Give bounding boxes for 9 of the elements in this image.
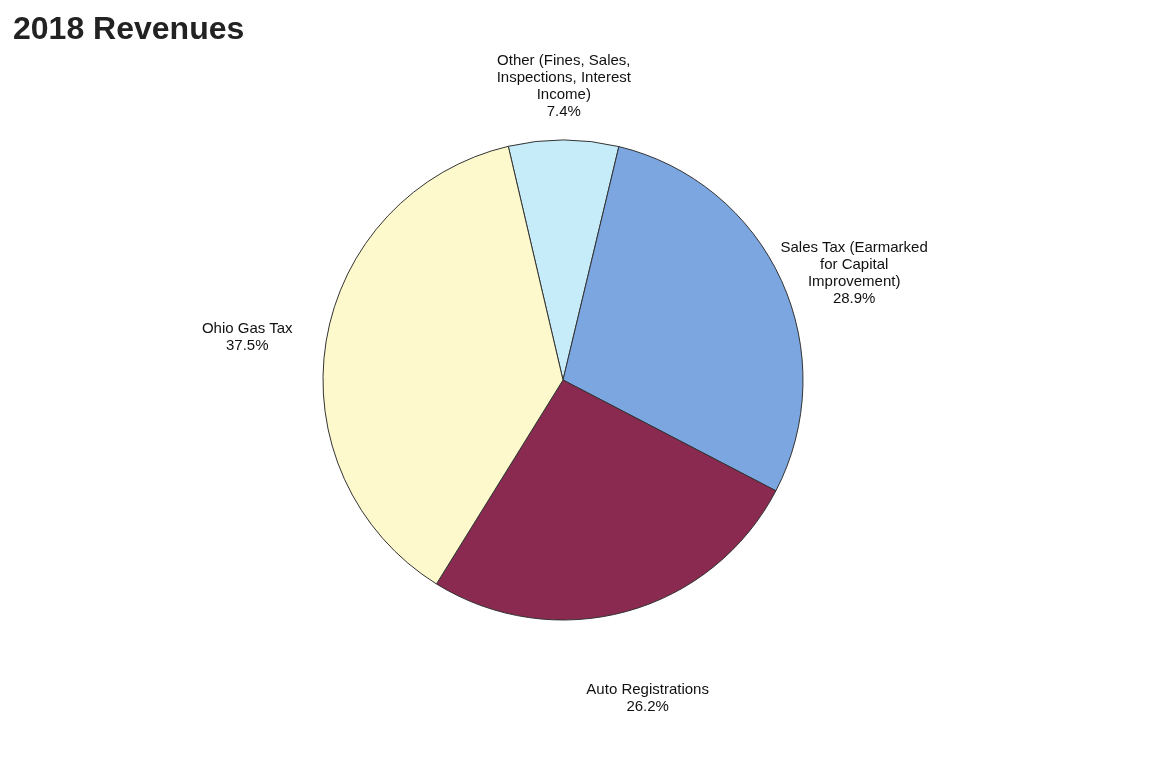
data-label: 26.2% <box>626 696 669 714</box>
data-label: 7.4% <box>546 102 581 119</box>
slice-label: Ohio Gas Tax <box>201 319 294 337</box>
chart-title: 2018 Revenues <box>13 10 245 46</box>
data-label: 37.5% <box>225 336 269 354</box>
slice-label: Auto Registrations <box>586 679 709 697</box>
slice-label: Other (Fines, Sales, Inspections, Interest Income) <box>496 51 632 102</box>
slice-label: Sales Tax (Earmarked for Capital Improvement) <box>780 238 928 290</box>
data-label: 28.9% <box>832 289 876 307</box>
